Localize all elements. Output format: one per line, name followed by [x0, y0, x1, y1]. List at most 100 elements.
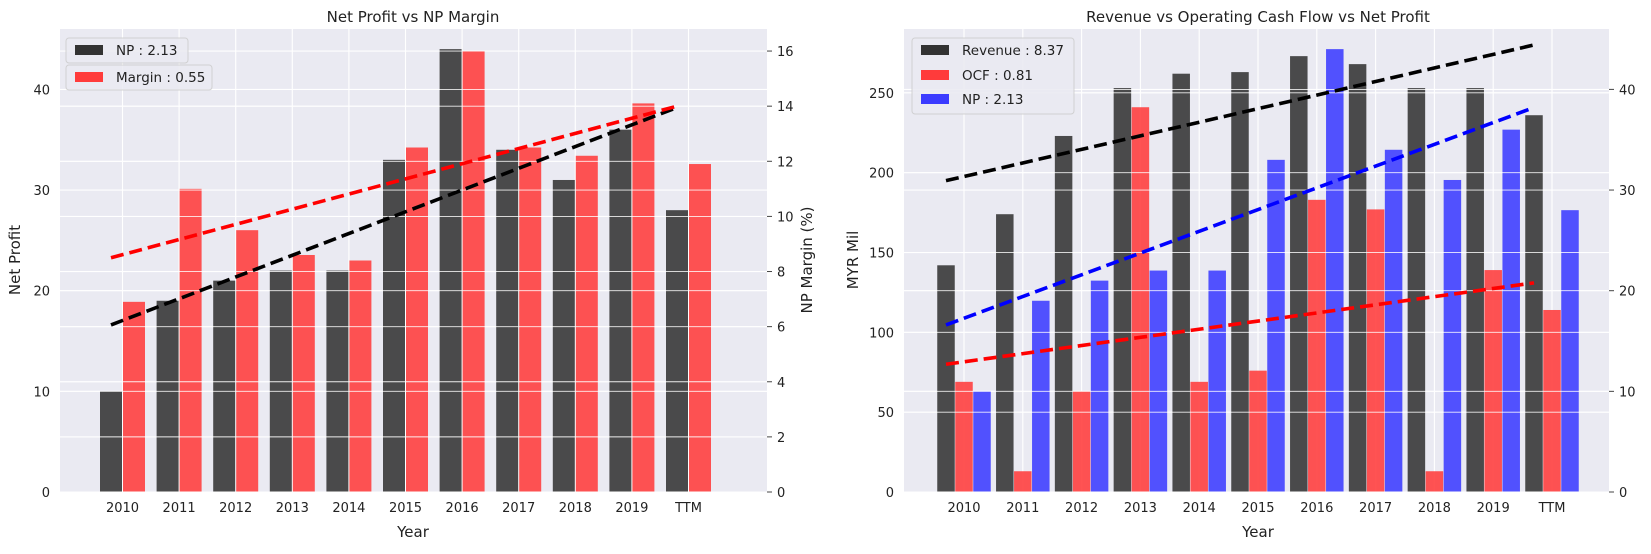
y2-tick-label: 2: [777, 431, 785, 446]
chart-title: Net Profit vs NP Margin: [327, 8, 500, 26]
chart-net-profit-vs-np-margin: 2010 2011 2012 2013 2014 2015 2016 2017 2018 2019…: [6, 8, 816, 541]
bar: [100, 391, 122, 492]
bar: [1149, 270, 1168, 492]
bar: [1131, 107, 1150, 493]
bar: [383, 159, 405, 492]
x-tick-label: 2010: [947, 501, 980, 516]
y-tick-label: 0: [886, 486, 894, 501]
trendlines: [60, 50, 767, 493]
x-tick-label: 2012: [219, 501, 252, 516]
legend-swatch: [921, 94, 949, 104]
legend-item: Revenue : 8.37: [921, 43, 1064, 59]
trendline: [110, 104, 678, 260]
bar: [123, 301, 145, 492]
x-tick-label: 2019: [1477, 501, 1510, 516]
legend-item: OCF : 0.81: [921, 68, 1033, 84]
legend: NP : 2.13 Margin : 0.55: [65, 37, 213, 91]
bar: [1543, 309, 1561, 492]
bar: [689, 164, 711, 492]
x-tick-label: 2013: [1124, 501, 1157, 516]
bar: [1032, 300, 1050, 492]
y2-tick-label: 40: [1619, 83, 1636, 98]
bar: [666, 210, 688, 492]
bar: [179, 188, 202, 492]
x-tick-label: 2013: [276, 501, 309, 516]
x-tick-label: 2011: [1006, 501, 1039, 516]
x-tick-label: TTM: [1538, 501, 1566, 516]
x-tick-label: 2014: [332, 501, 365, 516]
y-tick-label: 100: [869, 326, 894, 341]
y-tick-label: 0: [42, 486, 50, 501]
y-axis-label: MYR Mil: [844, 231, 862, 290]
trendline: [110, 105, 678, 327]
bar: [973, 391, 991, 492]
y-axis-label: Net Profit: [6, 225, 24, 295]
bar: [1231, 72, 1249, 492]
bar: [1290, 56, 1308, 492]
bar: [269, 270, 292, 492]
x-tick-label: 2017: [1359, 501, 1392, 516]
bar: [575, 155, 598, 492]
legend-swatch: [921, 70, 949, 80]
x-tick-label: TTM: [674, 501, 702, 516]
y2-tick-label: 10: [777, 210, 794, 225]
legend-swatch: [921, 45, 949, 55]
y2-tick-label: 0: [777, 486, 785, 501]
legend-box: [65, 37, 189, 64]
y2-tick-label: 12: [777, 155, 794, 170]
bar: [1407, 88, 1426, 492]
bar: [1443, 179, 1462, 492]
bar: [236, 230, 259, 493]
bar: [552, 179, 575, 492]
legend-item: NP : 2.13: [65, 37, 189, 64]
x-tick-labels: 2010 2011 2012 2013 2014 2015 2016 2017 2018 2019…: [947, 501, 1565, 516]
x-axis-label: Year: [396, 523, 430, 541]
x-tick-label: 2010: [106, 501, 139, 516]
trendline: [945, 105, 1535, 327]
bar: [609, 129, 632, 493]
legend-swatch: [75, 45, 103, 55]
bar: [349, 260, 372, 492]
legend-label: Margin : 0.55: [116, 70, 205, 86]
x-tick-label: 2015: [389, 501, 422, 516]
bar: [292, 254, 315, 492]
x-tick-label: 2011: [163, 501, 196, 516]
bar: [1425, 471, 1444, 492]
chart-revenue-vs-ocf-vs-net-profit: 2010 2011 2012 2013 2014 2015 2016 2017 2018 2019…: [844, 8, 1636, 541]
bar: [1308, 199, 1326, 492]
bar: [1366, 209, 1385, 492]
bar: [1525, 115, 1543, 492]
bar: [156, 300, 179, 492]
legend-swatch: [75, 72, 103, 82]
x-tick-label: 2015: [1241, 501, 1274, 516]
bar: [1072, 391, 1091, 492]
bar: [1348, 64, 1367, 492]
bar: [1326, 49, 1344, 493]
y2-tick-label: 30: [1619, 184, 1636, 199]
bar: [496, 149, 519, 493]
y-tick-label: 10: [33, 385, 50, 400]
x-tick-label: 2019: [615, 501, 648, 516]
y2-tick-labels: 0 10 20 30 40: [1609, 83, 1636, 501]
x-tick-label: 2016: [446, 501, 479, 516]
bar: [1502, 129, 1520, 493]
legend-label: NP : 2.13: [116, 43, 177, 59]
legend-item: NP : 2.13: [921, 92, 1023, 108]
y2-tick-label: 4: [777, 376, 785, 391]
y2-tick-label: 16: [777, 45, 794, 60]
y-tick-label: 20: [33, 285, 50, 300]
x-tick-label: 2018: [1418, 501, 1451, 516]
bar: [1113, 88, 1132, 492]
y-tick-label: 250: [869, 87, 894, 102]
trendline: [945, 43, 1535, 183]
y-tick-label: 40: [33, 83, 50, 98]
bar: [439, 49, 462, 493]
y-tick-labels: 0 50 100 150 200 250: [869, 87, 894, 501]
bar: [1484, 270, 1502, 492]
y-tick-label: 150: [869, 247, 894, 262]
y2-tick-label: 0: [1619, 486, 1627, 501]
x-tick-label: 2012: [1065, 501, 1098, 516]
bar: [1172, 73, 1190, 493]
y-tick-label: 50: [877, 406, 894, 421]
